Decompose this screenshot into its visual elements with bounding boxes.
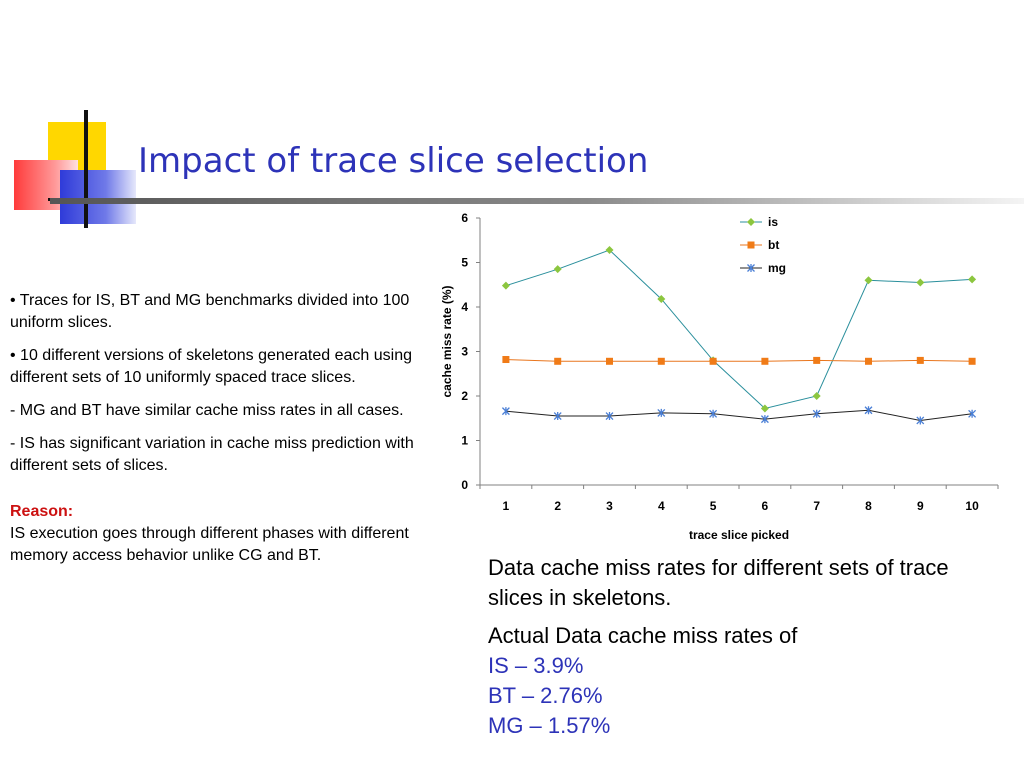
legend-label-bt: bt [768,238,779,252]
x-tick-label: 7 [813,499,820,513]
reason-label: Reason: [10,503,74,520]
data-point-is [916,278,925,287]
y-axis-title: cache miss rate (%) [440,285,454,397]
bullet-item: - MG and BT have similar cache miss rate… [10,402,404,419]
x-tick-label: 8 [865,499,872,513]
chart-caption: Data cache miss rates for different sets… [488,553,1008,741]
data-point-mg [812,409,821,418]
data-point-is [760,404,769,413]
data-point-bt [554,357,562,365]
logo-blue-square [60,170,136,224]
data-point-mg [760,415,769,424]
data-point-mg [657,408,666,417]
cache-miss-line-chart: 0 1 2 3 4 5 6 1 2 3 4 5 6 7 8 9 10 trace slice picked cach… [440,211,999,542]
data-point-is [657,294,666,303]
y-tick-label: 4 [461,300,468,314]
data-point-bt [657,357,665,365]
logo-vertical-line [84,110,88,228]
data-point-mg [501,407,510,416]
data-point-mg [553,412,562,421]
y-tick-label: 0 [461,478,468,492]
data-point-is [553,265,562,274]
legend-marker-is [747,218,755,226]
x-tick-label: 1 [503,499,510,513]
y-tick-label: 1 [461,434,468,448]
data-point-mg [968,409,977,418]
data-point-is [864,276,873,285]
data-point-is [605,246,614,255]
actual-rate-is: IS – 3.9% [488,653,584,678]
x-tick-label: 3 [606,499,613,513]
data-point-mg [709,409,718,418]
data-point-bt [865,357,872,365]
data-point-bt [709,357,717,365]
data-point-mg [605,412,614,421]
data-point-bt [813,356,821,364]
actual-rate-bt: BT – 2.76% [488,683,603,708]
bullet-item: • 10 different versions of skeletons gen… [10,347,413,386]
x-tick-label: 10 [965,499,979,513]
caption-text: Data cache miss rates for different sets… [488,555,949,610]
bullet-item: • Traces for IS, BT and MG benchmarks di… [10,292,410,331]
x-tick-label: 4 [658,499,665,513]
y-tick-label: 5 [461,256,468,270]
data-point-mg [864,406,873,415]
slide-title: Impact of trace slice selection [138,141,649,181]
x-tick-label: 9 [917,499,924,513]
data-point-is [812,392,821,400]
reason-block: Reason: IS execution goes through differ… [10,501,438,567]
legend-marker-bt [747,241,755,249]
legend-label-mg: mg [768,261,786,275]
series-line-mg [505,409,973,421]
reason-text: IS execution goes through different phas… [10,525,409,564]
data-point-bt [968,357,976,365]
bullet-item: - IS has significant variation in cache … [10,435,414,474]
title-rule [50,198,1024,204]
data-point-mg [916,416,925,425]
actual-rates-heading: Actual Data cache miss rates of [488,623,798,648]
series-line-is [505,249,973,410]
actual-rate-mg: MG – 1.57% [488,713,611,738]
x-tick-label: 5 [710,499,717,513]
x-tick-label: 2 [554,499,561,513]
data-point-bt [761,357,769,365]
data-point-bt [916,356,924,364]
legend-marker-mg [747,264,755,272]
data-point-bt [502,356,510,364]
legend-label-is: is [768,215,778,229]
data-point-is [968,275,977,284]
x-axis-title: trace slice picked [689,528,789,542]
data-point-bt [606,357,613,365]
bullet-list: • Traces for IS, BT and MG benchmarks di… [10,290,438,567]
data-point-is [501,281,510,290]
series-line-bt [505,359,973,362]
decorative-logo [0,100,140,230]
y-tick-label: 6 [461,211,468,225]
y-tick-label: 2 [461,389,468,403]
y-tick-label: 3 [461,345,468,359]
x-tick-label: 6 [762,499,769,513]
